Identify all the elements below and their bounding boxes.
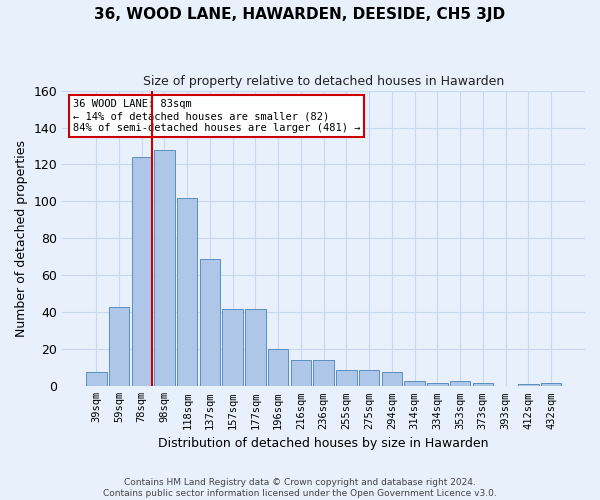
Bar <box>154 150 175 386</box>
Bar <box>223 308 243 386</box>
Bar <box>313 360 334 386</box>
Bar <box>245 308 266 386</box>
Bar <box>450 381 470 386</box>
Bar <box>268 350 289 387</box>
Bar <box>200 259 220 386</box>
Bar <box>177 198 197 386</box>
Bar <box>404 381 425 386</box>
Text: 36 WOOD LANE: 83sqm
← 14% of detached houses are smaller (82)
84% of semi-detach: 36 WOOD LANE: 83sqm ← 14% of detached ho… <box>73 100 360 132</box>
Bar <box>382 372 402 386</box>
Bar <box>290 360 311 386</box>
X-axis label: Distribution of detached houses by size in Hawarden: Distribution of detached houses by size … <box>158 437 489 450</box>
Bar <box>518 384 539 386</box>
Bar <box>336 370 356 386</box>
Bar <box>131 157 152 386</box>
Bar <box>359 370 379 386</box>
Title: Size of property relative to detached houses in Hawarden: Size of property relative to detached ho… <box>143 75 504 88</box>
Bar <box>541 382 561 386</box>
Text: 36, WOOD LANE, HAWARDEN, DEESIDE, CH5 3JD: 36, WOOD LANE, HAWARDEN, DEESIDE, CH5 3J… <box>94 8 506 22</box>
Text: Contains HM Land Registry data © Crown copyright and database right 2024.
Contai: Contains HM Land Registry data © Crown c… <box>103 478 497 498</box>
Bar <box>86 372 107 386</box>
Y-axis label: Number of detached properties: Number of detached properties <box>15 140 28 337</box>
Bar <box>473 382 493 386</box>
Bar <box>109 307 129 386</box>
Bar <box>427 382 448 386</box>
